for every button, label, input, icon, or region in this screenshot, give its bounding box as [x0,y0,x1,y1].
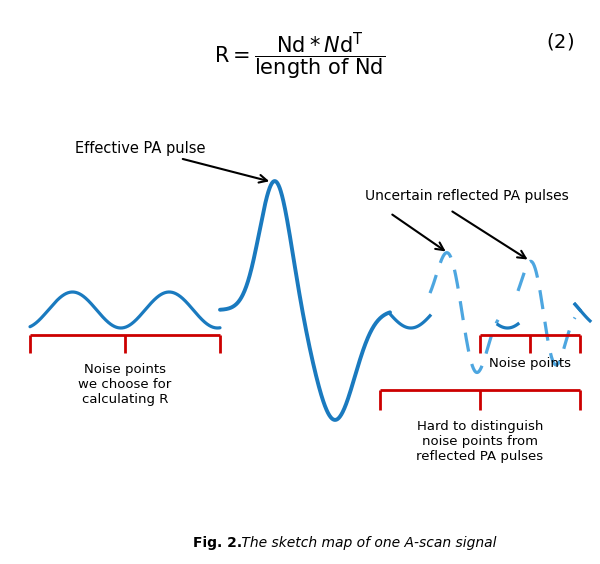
Text: $\mathrm{R} = \dfrac{\mathrm{Nd*\mathit{N}d^T}}{\mathrm{length\ of\ Nd}}$: $\mathrm{R} = \dfrac{\mathrm{Nd*\mathit{… [214,30,386,82]
Text: The sketch map of one A-scan signal: The sketch map of one A-scan signal [237,536,497,550]
Text: Fig. 2.: Fig. 2. [193,536,242,550]
Text: Hard to distinguish
noise points from
reflected PA pulses: Hard to distinguish noise points from re… [416,420,544,463]
Text: Effective PA pulse: Effective PA pulse [75,140,267,183]
Text: $(2)$: $(2)$ [546,32,574,52]
Text: Noise points: Noise points [489,357,571,370]
Text: Uncertain reflected PA pulses: Uncertain reflected PA pulses [365,189,569,203]
Text: Noise points
we choose for
calculating R: Noise points we choose for calculating R [79,363,172,406]
